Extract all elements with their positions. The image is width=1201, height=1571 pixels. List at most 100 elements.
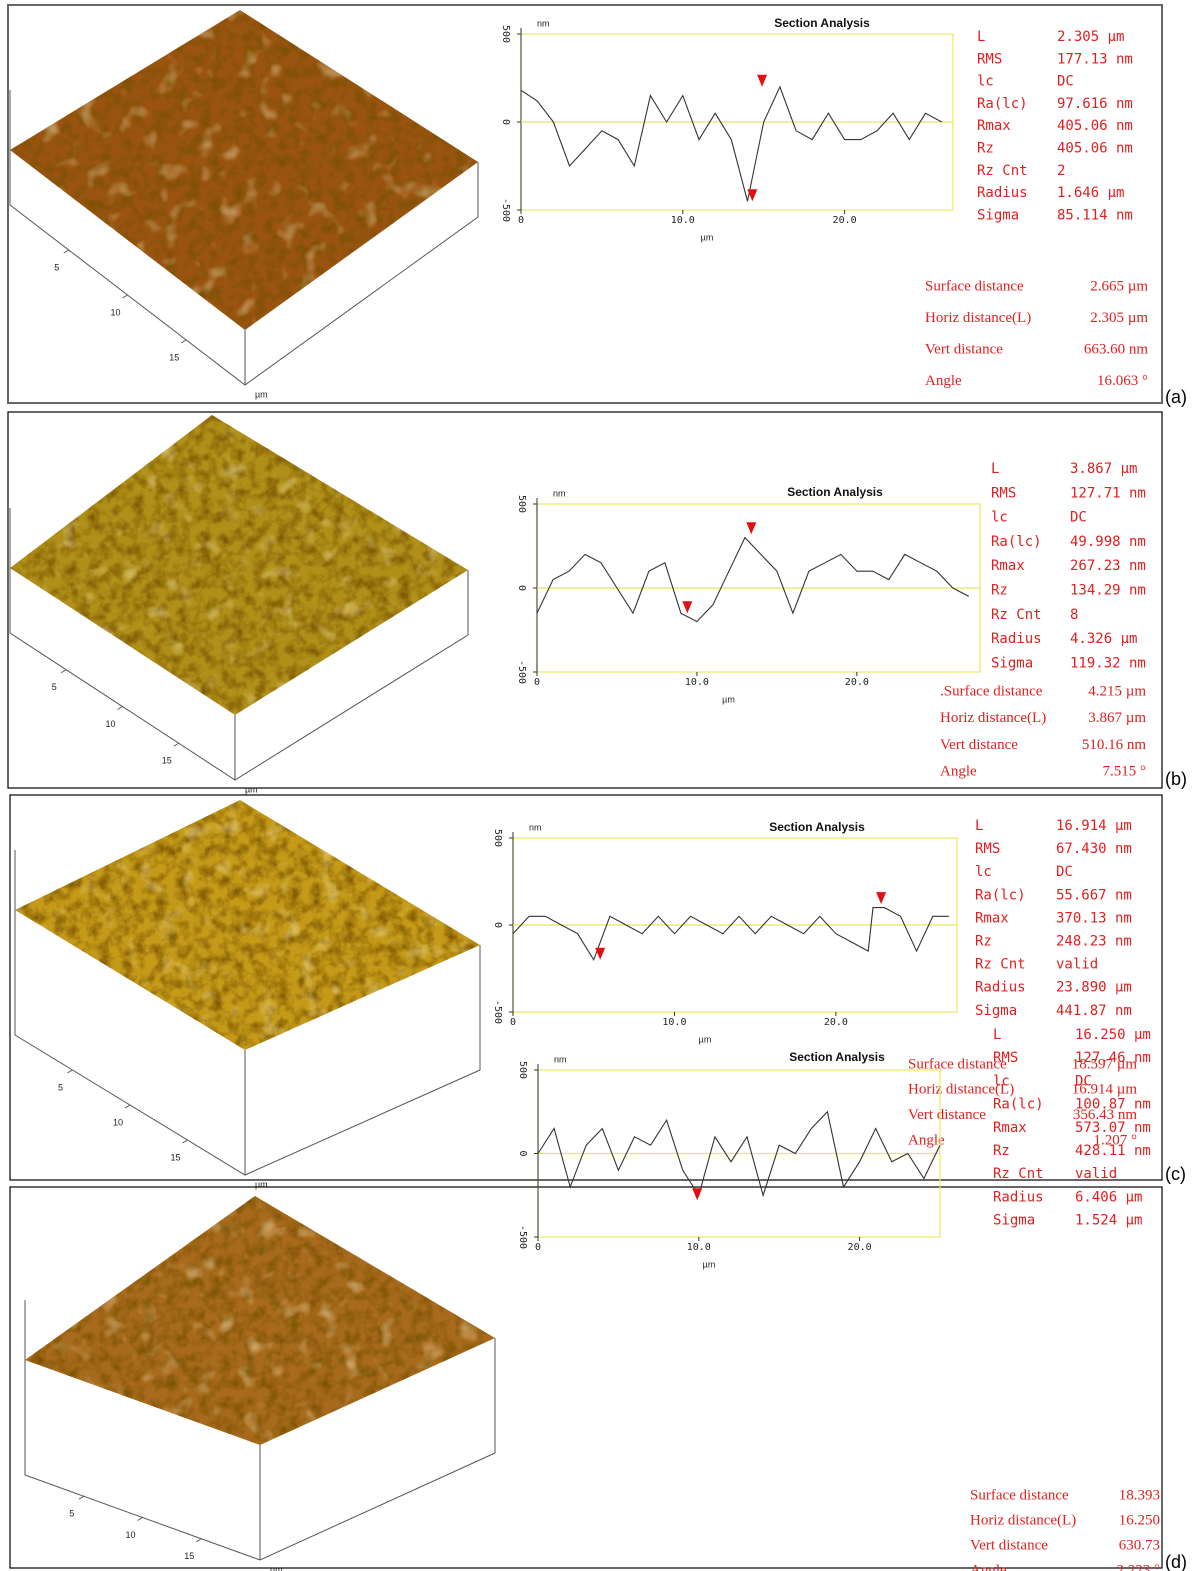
stat-value: 3.867 µm — [1070, 461, 1137, 477]
surface-tick-label: 15 — [184, 1551, 194, 1561]
cursor-marker — [692, 1188, 702, 1200]
surface-tick-label: 10 — [105, 719, 115, 729]
y-tick-label: 500 — [516, 495, 527, 513]
stat-label: Rz — [975, 934, 992, 950]
surface-tick — [181, 340, 186, 343]
x-tick-label: 0 — [518, 215, 524, 226]
stat-label: Sigma — [977, 207, 1019, 223]
distance-value: 16.250 — [1119, 1512, 1160, 1528]
section-title: Section Analysis — [789, 1050, 885, 1064]
surface-tick — [174, 743, 179, 746]
stat-label: Radius — [977, 185, 1028, 201]
stat-value: 1.646 µm — [1057, 185, 1124, 201]
stat-value: 248.23 nm — [1056, 934, 1132, 950]
y-tick-label: -500 — [517, 1225, 528, 1249]
y-tick-label: 0 — [500, 119, 511, 125]
stat-label: Rz — [993, 1143, 1010, 1159]
surface-tick-label: 15 — [169, 352, 179, 362]
stat-label: Radius — [993, 1189, 1044, 1205]
distance-value: 3.867 µm — [1088, 710, 1146, 726]
distance-value: 16.063 ° — [1097, 373, 1148, 389]
section-title: Section Analysis — [787, 485, 883, 499]
surface-tick — [118, 707, 123, 710]
distance-label: Vert distance — [925, 341, 1003, 357]
stat-value: 85.114 nm — [1057, 207, 1133, 223]
x-tick-label: 0 — [535, 1242, 541, 1253]
x-tick-label: 20.0 — [848, 1242, 872, 1253]
stat-label: Sigma — [991, 655, 1033, 671]
surface-tick-label: 5 — [54, 262, 59, 272]
stat-label: Sigma — [975, 1003, 1017, 1019]
x-unit: µm — [699, 1034, 712, 1044]
stat-label: Ra(lc) — [977, 96, 1028, 112]
surface-tick — [79, 1496, 84, 1499]
stat-value: DC — [1057, 74, 1074, 90]
stat-label: L — [993, 1027, 1001, 1043]
stat-label: Radius — [975, 980, 1026, 996]
cursor-marker — [682, 601, 692, 613]
y-tick-label: 0 — [492, 922, 503, 928]
stat-value: 1.524 µm — [1075, 1213, 1142, 1229]
stat-label: Rz Cnt — [975, 957, 1026, 973]
stat-label: Rz Cnt — [993, 1166, 1044, 1182]
stat-label: Rmax — [991, 558, 1025, 574]
surface-tick-label: 10 — [110, 307, 120, 317]
stat-label: Rmax — [993, 1120, 1027, 1136]
stat-value: 405.06 nm — [1057, 118, 1133, 134]
stat-value: 8 — [1070, 607, 1078, 623]
stat-label: Rz Cnt — [977, 163, 1028, 179]
stat-value: DC — [1070, 510, 1087, 526]
distance-label: Vert distance — [908, 1107, 986, 1123]
stat-label: RMS — [993, 1050, 1018, 1066]
surface-tick — [61, 670, 66, 673]
stat-label: L — [975, 818, 983, 834]
panel-label: (b) — [1165, 769, 1187, 789]
distance-value: 2.305 µm — [1090, 310, 1148, 326]
surface-unit: µm — [255, 389, 268, 399]
stat-value: 573.07 nm — [1075, 1120, 1151, 1136]
x-unit: µm — [703, 1259, 716, 1269]
stat-label: Rmax — [977, 118, 1011, 134]
stat-value: 405.06 nm — [1057, 141, 1133, 157]
panel-label: (a) — [1165, 387, 1187, 407]
stat-label: lc — [975, 864, 992, 880]
surface-tick-label: 5 — [58, 1082, 63, 1092]
distance-value: 2.223 ° — [1117, 1562, 1161, 1571]
stat-label: Sigma — [993, 1213, 1035, 1229]
distance-label: Angle — [970, 1562, 1007, 1571]
stat-value: 127.46 nm — [1075, 1050, 1151, 1066]
stat-value: 2 — [1057, 163, 1065, 179]
stat-value: 119.32 nm — [1070, 655, 1146, 671]
stat-label: L — [977, 29, 985, 45]
x-unit: µm — [722, 694, 735, 704]
distance-label: Angle — [925, 373, 962, 389]
stat-value: DC — [1075, 1073, 1092, 1089]
stat-value: 4.326 µm — [1070, 631, 1137, 647]
distance-value: 630.73 — [1119, 1537, 1160, 1553]
stat-label: RMS — [991, 485, 1016, 501]
distance-label: Surface distance — [970, 1487, 1069, 1503]
profile-line — [513, 908, 949, 960]
surface-tick — [68, 1070, 73, 1073]
distance-label: Horiz distance(L) — [940, 710, 1046, 726]
x-tick-label: 10.0 — [671, 215, 695, 226]
stat-value: valid — [1075, 1166, 1117, 1182]
stat-label: Ra(lc) — [991, 534, 1042, 550]
stat-value: 370.13 nm — [1056, 910, 1132, 926]
surface-tick — [183, 1140, 188, 1143]
surface-tick — [123, 295, 128, 298]
distance-value: 18.393 — [1119, 1487, 1160, 1503]
stat-value: 55.667 nm — [1056, 887, 1132, 903]
surface-tick — [196, 1539, 201, 1542]
stat-label: lc — [993, 1073, 1010, 1089]
stat-value: 6.406 µm — [1075, 1189, 1142, 1205]
y-tick-label: 0 — [516, 585, 527, 591]
distance-value: 4.215 µm — [1088, 683, 1146, 699]
x-tick-label: 20.0 — [833, 215, 857, 226]
stat-value: 23.890 µm — [1056, 980, 1132, 996]
surface-highlight — [15, 800, 480, 1050]
stat-label: Rmax — [975, 910, 1009, 926]
distance-value: 663.60 nm — [1084, 341, 1149, 357]
x-tick-label: 10.0 — [662, 1017, 686, 1028]
surface-unit: µm — [245, 784, 258, 794]
